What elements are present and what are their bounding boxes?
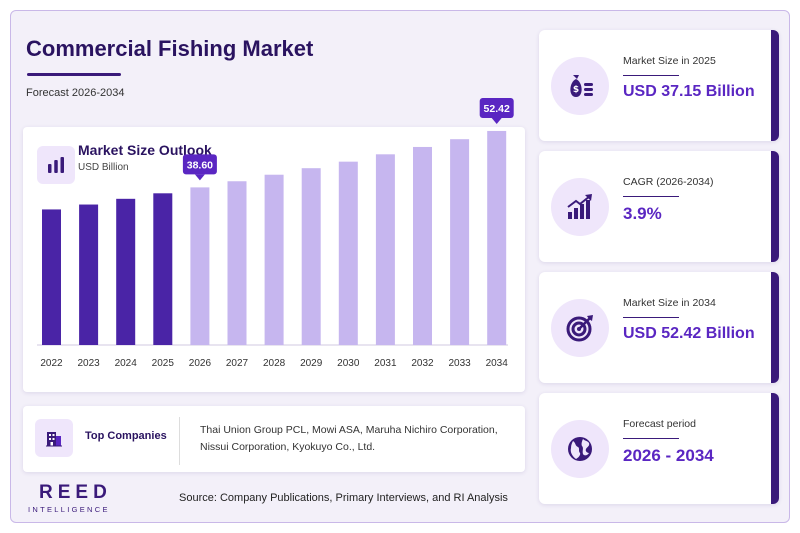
x-tick-label: 2025	[152, 358, 175, 369]
stat-value: USD 52.42 Billion	[623, 325, 755, 342]
card-accent-edge	[771, 272, 779, 383]
x-tick-label: 2022	[40, 358, 63, 369]
stat-label: CAGR (2026-2034)	[623, 176, 714, 188]
stat-rule	[623, 438, 679, 439]
bar-2028	[264, 174, 284, 345]
stat-value: USD 37.15 Billion	[623, 83, 755, 100]
building-icon	[35, 419, 73, 457]
card-accent-edge	[771, 393, 779, 504]
x-tick-label: 2031	[374, 358, 397, 369]
bar-chart: 2022 2023 2024 2025 2026 2027 2028 2029 2030 2031…	[37, 97, 514, 369]
stat-rule	[623, 75, 679, 76]
top-companies-label: Top Companies	[85, 430, 167, 442]
stat-label: Forecast period	[623, 418, 696, 430]
stat-label: Market Size in 2025	[623, 55, 716, 67]
bar-2033	[450, 139, 470, 345]
stat-card-market-size-2025: $ Market Size in 2025 USD 37.15 Billion	[539, 30, 779, 141]
page-title: Commercial Fishing Market	[26, 36, 314, 61]
x-tick-label: 2028	[263, 358, 286, 369]
x-tick-label: 2032	[411, 358, 434, 369]
svg-text:$: $	[573, 85, 579, 95]
x-tick-label: 2033	[448, 358, 471, 369]
callout-pointer	[194, 174, 205, 181]
stat-rule	[623, 196, 679, 197]
callout-bubble	[479, 97, 514, 118]
top-companies-list: Thai Union Group PCL, Mowi ASA, Maruha N…	[200, 424, 498, 453]
bar-2022	[42, 209, 61, 345]
stat-card-market-size-2034: Market Size in 2034 USD 52.42 Billion	[539, 272, 779, 383]
bar-2026	[190, 187, 210, 345]
money-bag-icon: $	[551, 57, 609, 115]
bar-2025	[153, 193, 173, 345]
x-tick-label: 2024	[115, 358, 138, 369]
bar-chart-icon	[37, 146, 75, 184]
data-label-2026: 38.60	[187, 159, 213, 171]
callout-pointer	[491, 117, 502, 124]
stat-value: 3.9%	[623, 204, 662, 223]
brand-logo-tagline: INTELLIGENCE	[28, 505, 110, 514]
bar-2029	[301, 168, 321, 345]
growth-chart-icon	[551, 178, 609, 236]
callout-bubble	[182, 154, 217, 175]
x-tick-label: 2030	[337, 358, 360, 369]
companies-card	[23, 406, 525, 472]
x-tick-label: 2026	[189, 358, 212, 369]
bar-2030	[338, 161, 358, 345]
chart-unit-label: USD Billion	[78, 162, 129, 173]
page-subtitle: Forecast 2026-2034	[26, 87, 125, 99]
data-label-2034: 52.42	[484, 103, 510, 115]
chart-title: Market Size Outlook	[78, 142, 212, 158]
source-note: Source: Company Publications, Primary In…	[179, 492, 508, 504]
bar-2031	[375, 154, 395, 345]
title-underline	[27, 73, 121, 76]
stat-rule	[623, 317, 679, 318]
card-accent-edge	[771, 151, 779, 262]
globe-icon	[551, 420, 609, 478]
bar-2027	[227, 181, 247, 345]
stat-card-forecast-period: Forecast period 2026 - 2034	[539, 393, 779, 504]
bar-2032	[413, 146, 432, 345]
bar-2034	[487, 130, 507, 345]
bar-2024	[116, 198, 136, 345]
companies-divider	[179, 417, 180, 465]
stat-card-cagr: CAGR (2026-2034) 3.9%	[539, 151, 779, 262]
x-tick-label: 2034	[486, 358, 509, 369]
x-tick-label: 2029	[300, 358, 323, 369]
target-icon	[551, 299, 609, 357]
stat-label: Market Size in 2034	[623, 297, 716, 309]
card-accent-edge	[771, 30, 779, 141]
x-tick-label: 2023	[77, 358, 100, 369]
x-tick-label: 2027	[226, 358, 249, 369]
brand-logo-name: REED	[39, 482, 112, 503]
stat-value: 2026 - 2034	[623, 446, 714, 465]
bar-2023	[79, 204, 99, 345]
